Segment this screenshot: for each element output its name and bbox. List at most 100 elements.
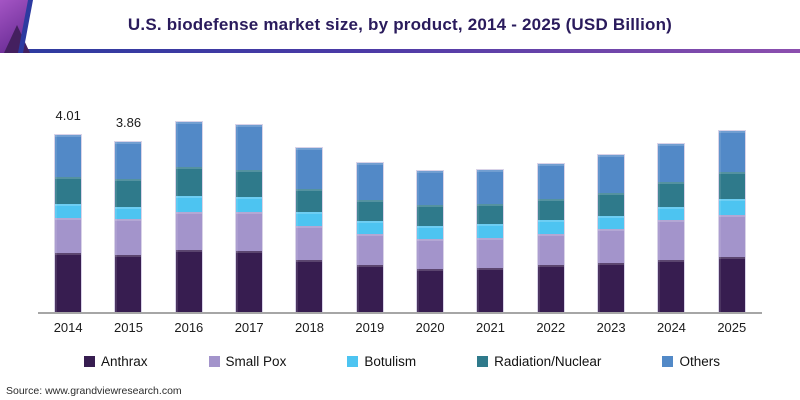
bar-slot-2021 [460, 61, 520, 312]
bar-segment-others [296, 148, 323, 189]
x-axis-label-2021: 2021 [476, 319, 505, 335]
bar-slot-2023 [581, 61, 641, 312]
legend-swatch-radiation-nuclear [477, 356, 489, 367]
bar-segment-radiation-nuclear [537, 199, 564, 221]
stacked-bar-2016 [174, 120, 203, 312]
x-axis-label-2022: 2022 [536, 319, 566, 335]
legend-label-small-pox: Small Pox [225, 354, 287, 369]
bar-segment-anthrax [477, 267, 504, 312]
bar-segment-botulism [598, 216, 625, 229]
bar-segment-anthrax [598, 262, 625, 312]
legend-swatch-others [662, 356, 674, 367]
legend-swatch-botulism [347, 356, 359, 367]
legend: Anthrax Small Pox Botulism Radiation/Nuclea… [84, 354, 720, 369]
legend-item-botulism: Botulism [347, 354, 416, 369]
bar-segment-anthrax [175, 250, 202, 312]
bar-segment-small-pox [718, 214, 745, 257]
bar-slot-2017 [219, 61, 279, 312]
bar-segment-botulism [115, 207, 142, 220]
bar-segment-others [658, 143, 685, 183]
bar-slot-2022 [521, 61, 581, 312]
bar-segment-radiation-nuclear [356, 199, 383, 222]
chart: 4.01 3.86 2014 2015 2016 2017 2018 2019 2020 202… [38, 61, 762, 340]
bar-value-label-2014: 4.01 [55, 108, 81, 124]
bar-segment-botulism [417, 226, 444, 239]
source-note: Source: www.grandviewresearch.com [6, 385, 182, 397]
bar-segment-small-pox [236, 211, 263, 252]
x-axis-label-2025: 2025 [717, 319, 747, 335]
bar-segment-others [55, 135, 82, 178]
bar-segment-others [115, 141, 142, 180]
bar-segment-others [537, 164, 564, 200]
bar-segment-radiation-nuclear [477, 203, 504, 225]
bar-segment-others [598, 154, 625, 193]
bar-segment-botulism [296, 212, 323, 226]
legend-label-botulism: Botulism [364, 354, 417, 369]
bar-segment-others [175, 121, 202, 168]
bar-segment-radiation-nuclear [417, 204, 444, 227]
bar-segment-small-pox [477, 237, 504, 268]
stacked-bar-2017 [235, 124, 264, 312]
bar-segment-radiation-nuclear [236, 169, 263, 198]
bar-segment-botulism [537, 220, 564, 234]
bar-slot-2018 [279, 61, 339, 312]
header-banner: U.S. biodefense market size, by product,… [0, 0, 800, 49]
bar-segment-small-pox [598, 228, 625, 263]
x-axis-label-2017: 2017 [234, 319, 264, 335]
bar-segment-radiation-nuclear [175, 167, 202, 196]
bar-segment-small-pox [356, 234, 383, 266]
bar-slot-2024 [641, 61, 701, 312]
x-axis-labels: 2014 2015 2016 2017 2018 2019 2020 2021 2022 2023… [38, 314, 762, 340]
bar-segment-small-pox [115, 219, 142, 256]
legend-label-radiation-nuclear: Radiation/Nuclear [494, 354, 602, 369]
legend-item-small-pox: Small Pox [208, 354, 287, 369]
stacked-bar-2018 [295, 147, 324, 312]
bar-segment-others [718, 130, 745, 173]
bar-segment-anthrax [356, 265, 383, 312]
banner-accent-line [0, 49, 800, 53]
corner-ribbon-decoration [0, 0, 33, 53]
bar-segment-anthrax [537, 265, 564, 312]
legend-swatch-small-pox [208, 356, 220, 367]
x-axis-label-2014: 2014 [53, 319, 83, 335]
bar-segment-botulism [718, 198, 745, 215]
plot-area: 4.01 3.86 [38, 61, 762, 314]
bar-segment-small-pox [296, 225, 323, 260]
legend-label-anthrax: Anthrax [101, 354, 148, 369]
x-axis-label-2018: 2018 [295, 319, 324, 335]
stacked-bar-2020 [416, 170, 445, 312]
x-axis-label-2020: 2020 [415, 319, 445, 335]
bar-slot-2025 [702, 61, 762, 312]
bar-slot-2020 [400, 61, 460, 312]
stacked-bar-2024 [657, 142, 686, 312]
legend-item-others: Others [662, 354, 720, 369]
stacked-bar-2015 [114, 140, 143, 312]
x-axis-label-2016: 2016 [174, 319, 204, 335]
page-title: U.S. biodefense market size, by product,… [127, 14, 673, 34]
bar-segment-botulism [55, 204, 82, 219]
bar-segment-botulism [175, 195, 202, 212]
bar-segment-botulism [477, 224, 504, 238]
bar-segment-small-pox [175, 211, 202, 251]
bar-segment-anthrax [296, 259, 323, 312]
bar-segment-anthrax [115, 255, 142, 312]
bar-segment-botulism [356, 221, 383, 235]
bar-segment-radiation-nuclear [296, 188, 323, 213]
bar-segment-radiation-nuclear [55, 177, 82, 205]
stacked-bar-2022 [536, 163, 565, 312]
bar-segment-small-pox [417, 238, 444, 269]
bar-slot-2015: 3.86 [98, 61, 158, 312]
bar-segment-others [417, 171, 444, 205]
legend-swatch-anthrax [84, 356, 95, 367]
bar-segment-others [236, 125, 263, 170]
x-axis-label-2019: 2019 [355, 319, 385, 335]
bar-segment-others [356, 163, 383, 200]
bar-slot-2016 [159, 61, 219, 312]
legend-item-radiation-nuclear: Radiation/Nuclear [477, 354, 601, 369]
x-axis-label-2015: 2015 [114, 319, 143, 335]
stacked-bar-2021 [476, 169, 505, 312]
ribbon-blue-edge [18, 0, 33, 53]
bar-segment-botulism [658, 207, 685, 221]
bar-segment-small-pox [658, 220, 685, 261]
